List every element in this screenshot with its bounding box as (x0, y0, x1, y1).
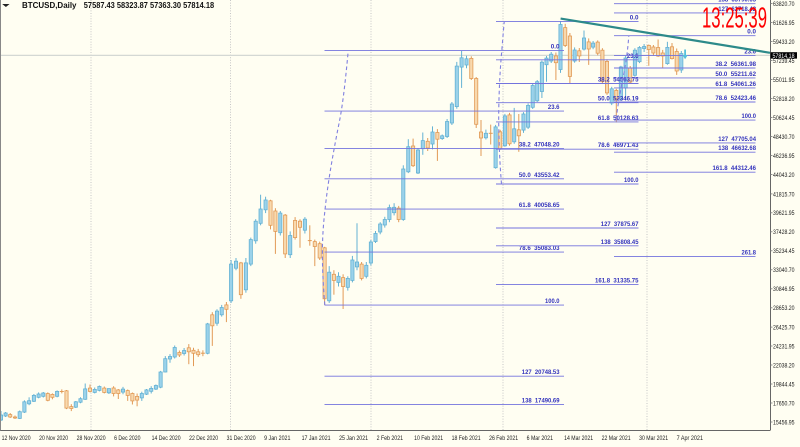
svg-text:10 Feb 2021: 10 Feb 2021 (414, 435, 443, 442)
svg-text:41815.70: 41815.70 (773, 191, 795, 198)
svg-text:48430.70: 48430.70 (773, 134, 795, 141)
svg-text:57239.45: 57239.45 (773, 58, 795, 65)
svg-text:50.0 43553.42: 50.0 43553.42 (519, 172, 560, 179)
svg-text:6 Dec 2020: 6 Dec 2020 (114, 435, 141, 442)
svg-text:61.8 54061.26: 61.8 54061.26 (715, 81, 756, 88)
svg-text:12 Nov 2020: 12 Nov 2020 (2, 435, 31, 442)
svg-text:61.8 50128.63: 61.8 50128.63 (598, 115, 639, 122)
svg-text:18 Feb 2021: 18 Feb 2021 (452, 435, 481, 442)
svg-text:BTCUSD,Daily: BTCUSD,Daily (22, 1, 77, 10)
svg-text:39621.95: 39621.95 (773, 210, 795, 217)
svg-text:37428.20: 37428.20 (773, 229, 795, 236)
svg-text:22 Mar 2021: 22 Mar 2021 (602, 435, 631, 442)
svg-text:14 Mar 2021: 14 Mar 2021 (564, 435, 593, 442)
svg-text:127 37875.67: 127 37875.67 (601, 221, 639, 228)
svg-text:35234.45: 35234.45 (773, 248, 795, 255)
svg-text:17 Jan 2021: 17 Jan 2021 (302, 435, 331, 442)
svg-text:23.6: 23.6 (627, 53, 639, 60)
svg-text:17650.70: 17650.70 (773, 400, 795, 407)
svg-text:100.0: 100.0 (624, 177, 639, 184)
svg-text:44043.20: 44043.20 (773, 172, 795, 179)
svg-text:161.8 44312.46: 161.8 44312.46 (713, 165, 757, 172)
svg-text:138 35808.45: 138 35808.45 (601, 239, 639, 246)
svg-text:0.0: 0.0 (630, 14, 639, 21)
svg-text:127 47705.04: 127 47705.04 (718, 136, 756, 143)
svg-text:0.0: 0.0 (747, 29, 756, 36)
svg-text:59433.20: 59433.20 (773, 39, 795, 46)
svg-text:9 Jan 2021: 9 Jan 2021 (264, 435, 291, 442)
svg-text:50624.45: 50624.45 (773, 115, 795, 122)
svg-text:23.6: 23.6 (744, 49, 756, 56)
svg-text:28 Nov 2020: 28 Nov 2020 (77, 435, 106, 442)
svg-text:28653.20: 28653.20 (773, 305, 795, 312)
svg-text:23.6: 23.6 (548, 104, 560, 111)
svg-text:0.0: 0.0 (551, 44, 560, 51)
svg-text:78.6 35083.03: 78.6 35083.03 (519, 245, 560, 252)
svg-text:100.0: 100.0 (742, 113, 757, 120)
svg-text:30846.95: 30846.95 (773, 286, 795, 293)
svg-text:26425.70: 26425.70 (773, 325, 795, 332)
svg-text:30 Mar 2021: 30 Mar 2021 (639, 435, 668, 442)
svg-text:127 20748.53: 127 20748.53 (522, 369, 560, 376)
svg-text:78.6 52423.46: 78.6 52423.46 (715, 95, 756, 102)
svg-text:15456.95: 15456.95 (773, 419, 795, 426)
svg-text:25 Jan 2021: 25 Jan 2021 (339, 435, 368, 442)
svg-text:127 62718.42: 127 62718.42 (718, 6, 756, 13)
svg-text:2 Feb 2021: 2 Feb 2021 (377, 435, 404, 442)
svg-text:7 Apr 2021: 7 Apr 2021 (677, 435, 704, 442)
svg-text:20 Nov 2020: 20 Nov 2020 (39, 435, 68, 442)
svg-text:38.2 47048.20: 38.2 47048.20 (519, 142, 560, 149)
svg-text:138 63790.63: 138 63790.63 (718, 0, 756, 4)
svg-text:13:25:39: 13:25:39 (702, 3, 767, 35)
svg-text:55011.95: 55011.95 (773, 77, 795, 84)
svg-text:100.0: 100.0 (545, 298, 560, 305)
svg-text:38.2 54563.75: 38.2 54563.75 (598, 77, 639, 84)
svg-text:19844.45: 19844.45 (773, 381, 795, 388)
svg-text:22038.20: 22038.20 (773, 362, 795, 369)
svg-text:138 46632.68: 138 46632.68 (718, 145, 756, 152)
svg-text:57814.18: 57814.18 (773, 53, 795, 60)
svg-text:63820.70: 63820.70 (773, 1, 795, 8)
svg-text:24231.95: 24231.95 (773, 343, 795, 350)
svg-text:31 Dec 2020: 31 Dec 2020 (227, 435, 256, 442)
svg-text:161.8 31335.75: 161.8 31335.75 (595, 278, 639, 285)
svg-text:26 Feb 2021: 26 Feb 2021 (489, 435, 518, 442)
svg-text:38.2 56361.98: 38.2 56361.98 (715, 61, 756, 68)
svg-text:78.6 46971.43: 78.6 46971.43 (598, 142, 639, 149)
svg-text:46236.95: 46236.95 (773, 153, 795, 160)
svg-text:22 Dec 2020: 22 Dec 2020 (189, 435, 218, 442)
svg-text:6 Mar 2021: 6 Mar 2021 (527, 435, 554, 442)
svg-text:57587.43 58323.87 57363.30 578: 57587.43 58323.87 57363.30 57814.18 (84, 1, 215, 10)
svg-text:61.8 40058.65: 61.8 40058.65 (519, 202, 560, 209)
svg-text:33040.70: 33040.70 (773, 267, 795, 274)
svg-text:50.0 55211.62: 50.0 55211.62 (715, 71, 756, 78)
svg-text:138 17490.69: 138 17490.69 (522, 397, 560, 404)
svg-text:50.0 52346.19: 50.0 52346.19 (598, 96, 639, 103)
svg-text:14 Dec 2020: 14 Dec 2020 (152, 435, 181, 442)
svg-text:52818.20: 52818.20 (773, 96, 795, 103)
svg-text:61626.95: 61626.95 (773, 20, 795, 27)
svg-text:261.8: 261.8 (742, 250, 757, 257)
